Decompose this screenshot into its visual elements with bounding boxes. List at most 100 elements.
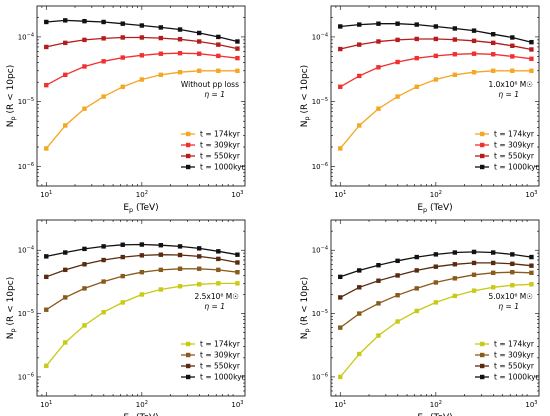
data-point	[414, 36, 419, 42]
legend-marker	[480, 341, 485, 347]
data-point	[44, 307, 49, 312]
legend-marker	[480, 131, 485, 137]
data-point	[510, 261, 515, 267]
data-point	[338, 274, 343, 280]
data-point	[82, 262, 87, 267]
x-tick-label: 102	[136, 190, 148, 199]
data-point	[357, 42, 362, 47]
data-point	[471, 51, 477, 56]
data-point	[44, 44, 49, 50]
data-point	[63, 340, 68, 345]
data-point	[139, 77, 145, 82]
data-point	[433, 77, 439, 82]
y-axis-label: Np (R < 10pc)	[6, 65, 17, 127]
data-point	[452, 72, 458, 78]
x-tick-label: 103	[525, 190, 537, 199]
legend-marker	[480, 153, 485, 159]
data-point	[357, 311, 362, 316]
data-point	[216, 267, 221, 273]
x-tick-label: 103	[231, 190, 243, 199]
annotation-label: Without pp loss	[181, 80, 239, 89]
data-point	[235, 281, 240, 286]
data-point	[433, 252, 439, 257]
data-point	[338, 84, 343, 89]
x-tick-label: 101	[334, 190, 346, 199]
legend-marker	[186, 142, 191, 148]
data-point	[216, 256, 221, 262]
annotation-eta: η = 1	[498, 90, 519, 99]
legend-marker	[186, 352, 191, 358]
data-point	[395, 258, 400, 264]
data-point	[120, 35, 125, 40]
data-point	[338, 46, 343, 52]
data-point	[139, 269, 145, 275]
legend-entry: t = 174kyr	[494, 340, 535, 349]
data-point	[216, 53, 221, 59]
data-point	[433, 264, 439, 269]
data-point	[235, 68, 240, 73]
x-axis-label: Ep (TeV)	[123, 413, 158, 416]
data-point	[452, 250, 458, 255]
data-point	[414, 286, 419, 291]
legend-marker	[186, 341, 191, 347]
data-point	[235, 252, 240, 257]
x-axis-label: Ep (TeV)	[123, 203, 158, 214]
data-point	[101, 257, 106, 263]
data-point	[158, 287, 164, 292]
data-point	[177, 27, 183, 32]
data-point	[63, 18, 68, 23]
data-point	[216, 42, 221, 47]
data-point	[82, 106, 87, 111]
data-point	[235, 46, 240, 51]
data-point	[196, 51, 202, 56]
plot-frame	[330, 5, 540, 187]
data-point	[101, 36, 106, 41]
y-tick-label: 10−6	[18, 162, 34, 171]
legend-marker	[480, 374, 485, 380]
data-point	[101, 59, 106, 64]
data-point	[338, 24, 343, 29]
data-point	[452, 52, 458, 57]
data-point	[395, 37, 400, 43]
data-point	[196, 246, 202, 251]
data-point	[216, 68, 221, 73]
data-point	[529, 254, 534, 260]
x-tick-label: 101	[40, 400, 52, 409]
data-point	[44, 19, 49, 25]
data-point	[376, 263, 381, 268]
data-point	[196, 30, 202, 36]
data-point	[338, 374, 343, 380]
legend-entry: t = 309kyr	[494, 141, 535, 150]
data-point	[357, 22, 362, 27]
data-point	[376, 278, 381, 283]
data-point	[510, 35, 515, 40]
data-point	[433, 24, 439, 29]
data-point	[158, 72, 164, 78]
x-tick-label: 102	[430, 400, 442, 409]
data-point	[357, 285, 362, 290]
data-point	[395, 59, 400, 65]
data-point	[510, 68, 515, 73]
data-point	[196, 266, 202, 271]
legend-entry: t = 174kyr	[200, 340, 241, 349]
data-point	[395, 319, 400, 324]
y-tick-label: 10−6	[18, 372, 34, 381]
data-point	[529, 39, 534, 45]
data-point	[452, 276, 458, 281]
data-point	[510, 252, 515, 257]
data-point	[44, 254, 49, 259]
data-point	[196, 39, 202, 44]
data-point	[338, 295, 343, 300]
data-point	[433, 36, 439, 42]
data-point	[139, 35, 145, 40]
data-point	[529, 56, 534, 61]
data-point	[82, 286, 87, 291]
legend-marker	[186, 131, 191, 137]
data-point	[82, 246, 87, 252]
data-point	[433, 53, 439, 59]
annotation-eta: η = 1	[204, 90, 225, 99]
data-point	[490, 40, 496, 46]
data-point	[395, 94, 400, 99]
data-point	[82, 37, 87, 43]
y-tick-label: 10−5	[312, 97, 328, 106]
